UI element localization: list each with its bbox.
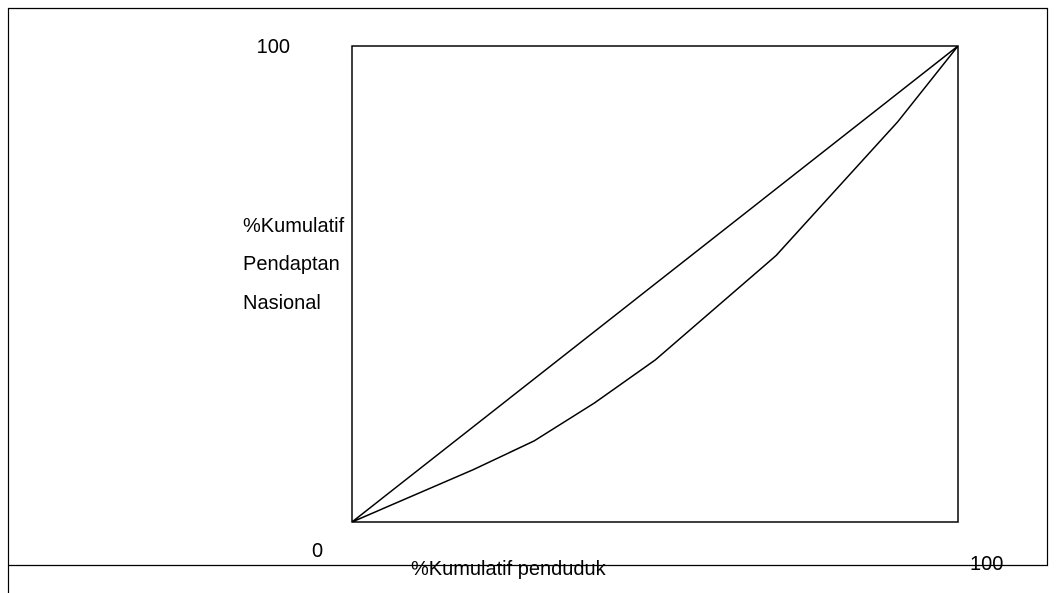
frame [7, 7, 1049, 593]
x-axis-label: %Kumulatif penduduk [411, 558, 607, 580]
line [351, 45, 959, 523]
y-axis-label: %Kumulatif [243, 215, 345, 237]
plot-box [351, 45, 959, 523]
y-axis-label: Pendaptan [243, 253, 340, 275]
x-tick-label: 0 [312, 540, 323, 562]
y-tick-label: 100 [257, 36, 290, 58]
line [351, 45, 959, 523]
x-tick-label: 100 [970, 553, 1003, 575]
y-axis-label: Nasional [243, 292, 321, 314]
